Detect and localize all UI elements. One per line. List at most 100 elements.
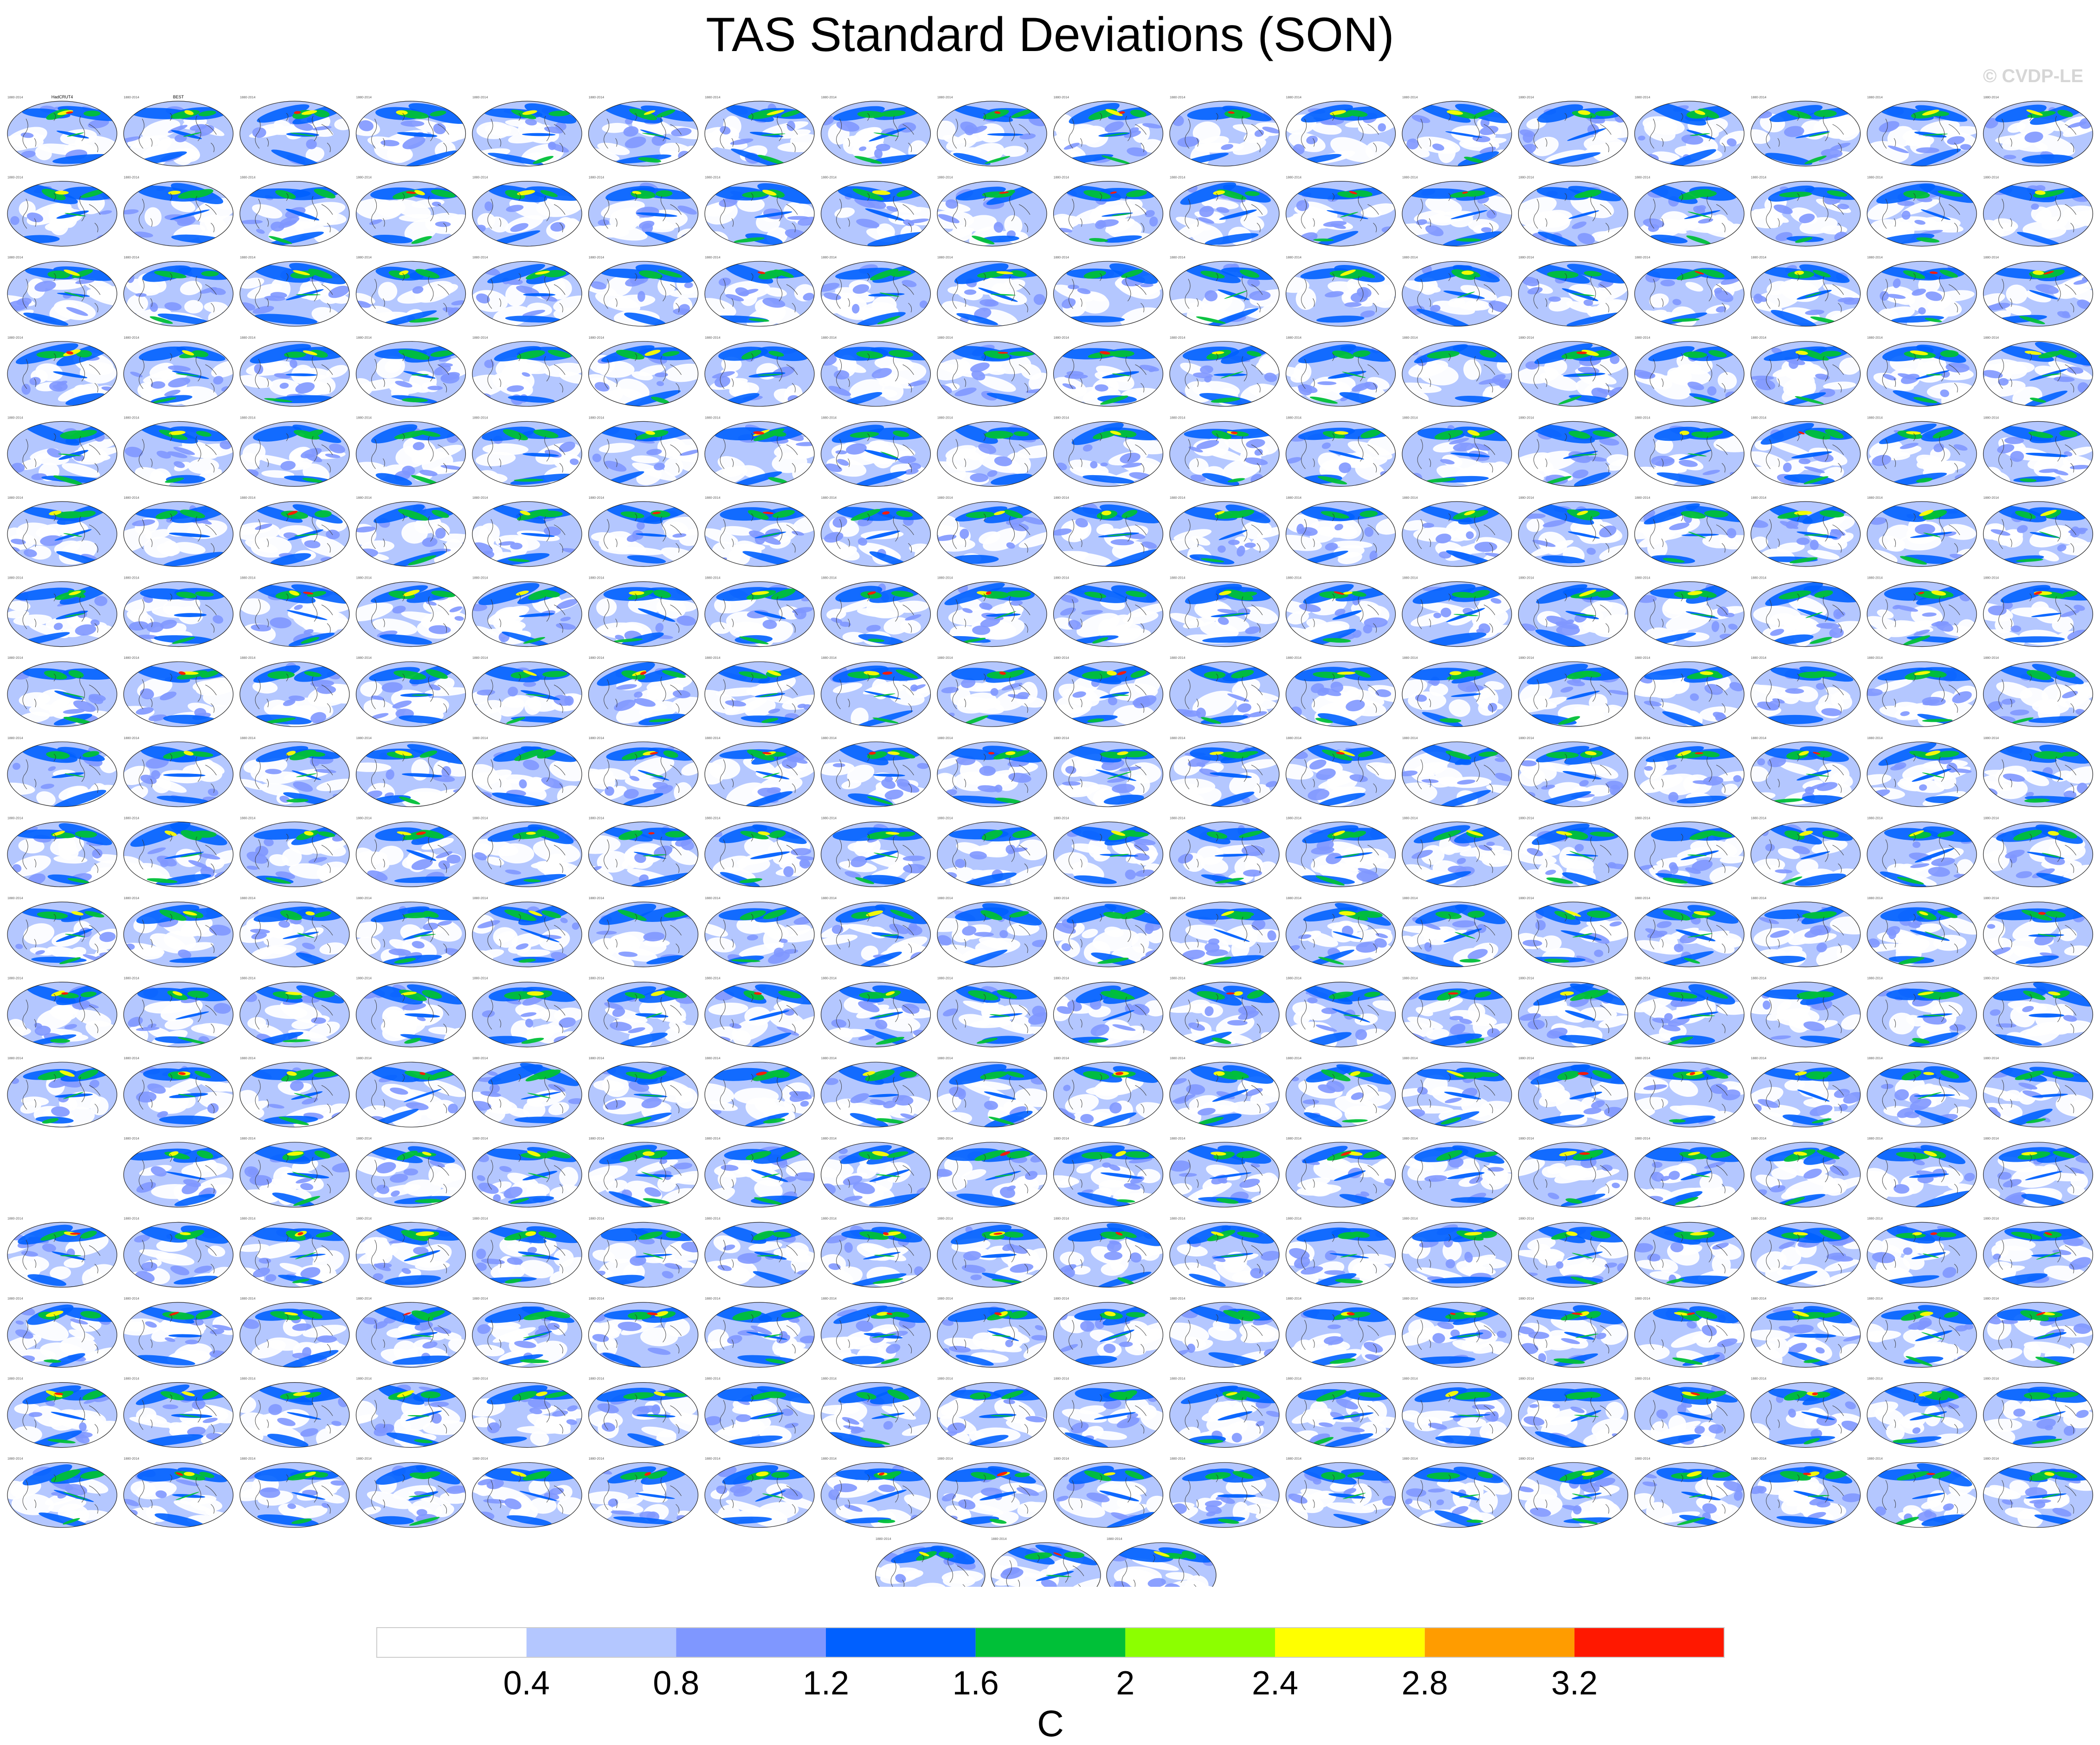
panel-period-label: 1880-2014 xyxy=(705,1378,721,1381)
panel-period-label: 1880-2014 xyxy=(991,1538,1007,1541)
panel-period-label: 1880-2014 xyxy=(1519,1137,1534,1140)
map-panel: 1880-2014 xyxy=(1169,1057,1280,1127)
panel-period-label: 1880-2014 xyxy=(937,176,953,180)
panel-period-label: 1880-2014 xyxy=(821,1297,837,1301)
map-panel: 1880-2014 xyxy=(704,577,815,647)
panel-period-label: 1880-2014 xyxy=(1867,1457,1883,1461)
map-panel: 1880-2014 xyxy=(1634,1217,1745,1288)
map-panel: 1880-2014 xyxy=(1053,416,1164,487)
map-panel: 1880-2014 xyxy=(1750,1057,1861,1127)
map-panel: 1880-2014 xyxy=(937,1297,1047,1368)
map-panel: 1880-2014 xyxy=(355,897,466,967)
panel-period-label: 1880-2014 xyxy=(589,496,605,500)
map-panel: 1880-2014 xyxy=(1518,1217,1629,1288)
map-panel: 1880-2014 xyxy=(1285,1057,1396,1127)
panel-period-label: 1880-2014 xyxy=(124,1297,140,1301)
map-panel: 1880-2014 xyxy=(123,1457,234,1528)
panel-period-label: 1880-2014 xyxy=(1170,416,1185,419)
panel-period-label: 1880-2014 xyxy=(7,897,23,900)
panel-period-label: 1880-2014 xyxy=(124,1457,140,1461)
colorbar-swatch xyxy=(1574,1628,1724,1657)
map-panel: 1880-2014 xyxy=(1285,416,1396,487)
panel-period-label: 1880-2014 xyxy=(1286,336,1302,340)
map-panel: 1880-2014 xyxy=(472,336,582,407)
panel-period-label: 1880-2014 xyxy=(1170,977,1185,980)
panel-period-label: 1880-2014 xyxy=(240,416,256,419)
panel-period-label: 1880-2014 xyxy=(821,176,837,180)
panel-period-label: 1880-2014 xyxy=(1170,1057,1185,1060)
panel-period-label: 1880-2014 xyxy=(1286,416,1302,419)
map-panel: 1880-2014 xyxy=(355,1137,466,1208)
panel-period-label: 1880-2014 xyxy=(1751,657,1767,660)
panel-period-label: 1880-2014 xyxy=(472,577,488,580)
map-panel: 1880-2014 xyxy=(704,256,815,327)
map-panel: 1880-2014 xyxy=(1106,1538,1217,1587)
panel-period-label: 1880-2014 xyxy=(1635,176,1650,180)
panel-period-label: 1880-2014 xyxy=(1867,256,1883,259)
panel-period-label: 1880-2014 xyxy=(7,1217,23,1220)
panel-period-label: 1880-2014 xyxy=(1751,96,1767,99)
panel-period-label: 1880-2014 xyxy=(821,977,837,980)
panel-period-label: 1880-2014 xyxy=(1286,1457,1302,1461)
map-panel: 1880-2014 xyxy=(820,1217,931,1288)
panel-period-label: 1880-2014 xyxy=(1402,1457,1418,1461)
colorbar-swatch xyxy=(826,1628,976,1657)
panel-period-label: 1880-2014 xyxy=(937,657,953,660)
map-panel: 1880-2014 xyxy=(1750,1137,1861,1208)
panel-period-label: 1880-2014 xyxy=(472,817,488,820)
panel-period-label: 1880-2014 xyxy=(1635,1217,1650,1220)
map-panel: 1880-2014 xyxy=(1169,897,1280,967)
panel-period-label: 1880-2014 xyxy=(821,1378,837,1381)
map-panel: 1880-2014 xyxy=(704,416,815,487)
panel-period-label: 1880-2014 xyxy=(589,256,605,259)
map-panel: 1880-2014 xyxy=(1169,416,1280,487)
map-panel: 1880-2014 xyxy=(1053,577,1164,647)
map-panel: 1880-2014 xyxy=(588,1378,699,1448)
map-panel: 1880-2014 xyxy=(820,737,931,807)
map-panel: 1880-2014 xyxy=(820,496,931,567)
panel-period-label: 1880-2014 xyxy=(1286,977,1302,980)
panel-period-label: 1880-2014 xyxy=(937,96,953,99)
panel-period-label: 1880-2014 xyxy=(356,817,372,820)
panel-period-label: 1880-2014 xyxy=(1402,1217,1418,1220)
panel-period-label: 1880-2014 xyxy=(472,1137,488,1140)
panel-period-label: 1880-2014 xyxy=(1286,817,1302,820)
panel-period-label: 1880-2014 xyxy=(1984,1057,1999,1060)
map-panel: 1880-2014 xyxy=(588,1137,699,1208)
map-panel: 1880-2014 xyxy=(123,897,234,967)
panel-period-label: 1880-2014 xyxy=(1867,817,1883,820)
map-panel: 1880-2014 xyxy=(937,1457,1047,1528)
map-panel: 1880-2014 xyxy=(937,897,1047,967)
map-panel: 1880-2014 xyxy=(1053,1378,1164,1448)
panel-period-label: 1880-2014 xyxy=(1635,336,1650,340)
panel-period-label: 1880-2014 xyxy=(705,336,721,340)
map-panel: 1880-2014 xyxy=(1983,897,2094,967)
map-panel: 1880-2014 xyxy=(1169,577,1280,647)
panel-period-label: 1880-2014 xyxy=(1519,96,1534,99)
map-panel: 1880-2014 xyxy=(1867,416,1977,487)
panel-period-label: 1880-2014 xyxy=(1867,336,1883,340)
panel-period-label: 1880-2014 xyxy=(1286,1217,1302,1220)
panel-period-label: 1880-2014 xyxy=(1054,1297,1069,1301)
panel-period-label: 1880-2014 xyxy=(472,897,488,900)
panel-period-label: 1880-2014 xyxy=(240,1057,256,1060)
map-panel: 1880-2014 xyxy=(7,577,117,647)
panel-period-label: 1880-2014 xyxy=(705,977,721,980)
map-panel: 1880-2014 xyxy=(1518,1137,1629,1208)
map-panel: 1880-2014 xyxy=(239,176,350,247)
panel-period-label: 1880-2014 xyxy=(1519,336,1534,340)
map-panel: 1880-2014 xyxy=(355,657,466,727)
panel-period-label: 1880-2014 xyxy=(356,1378,372,1381)
panel-period-label: 1880-2014 xyxy=(821,1217,837,1220)
panel-period-label: 1880-2014 xyxy=(472,737,488,740)
panel-period-label: 1880-2014 xyxy=(1170,737,1185,740)
colorbar-swatch xyxy=(1275,1628,1425,1657)
map-panel: 1880-2014 xyxy=(355,496,466,567)
map-panel: 1880-2014 xyxy=(472,817,582,888)
panel-period-label: 1880-2014 xyxy=(1867,1217,1883,1220)
panel-period-label: 1880-2014 xyxy=(1867,577,1883,580)
panel-period-label: 1880-2014 xyxy=(821,96,837,99)
panel-period-label: 1880-2014 xyxy=(1286,897,1302,900)
map-panel: 1880-2014 xyxy=(355,176,466,247)
map-panel: 1880-2014 xyxy=(7,737,117,807)
